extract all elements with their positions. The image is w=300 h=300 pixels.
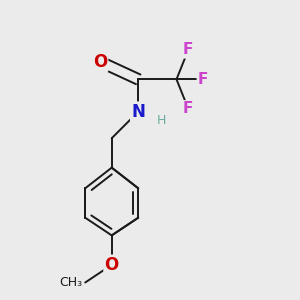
Text: F: F bbox=[183, 42, 194, 57]
Text: F: F bbox=[183, 101, 194, 116]
Text: F: F bbox=[198, 72, 208, 87]
Text: N: N bbox=[131, 103, 145, 121]
Text: CH₃: CH₃ bbox=[59, 276, 82, 289]
Text: O: O bbox=[105, 256, 119, 274]
Text: H: H bbox=[157, 114, 167, 127]
Text: O: O bbox=[93, 53, 107, 71]
